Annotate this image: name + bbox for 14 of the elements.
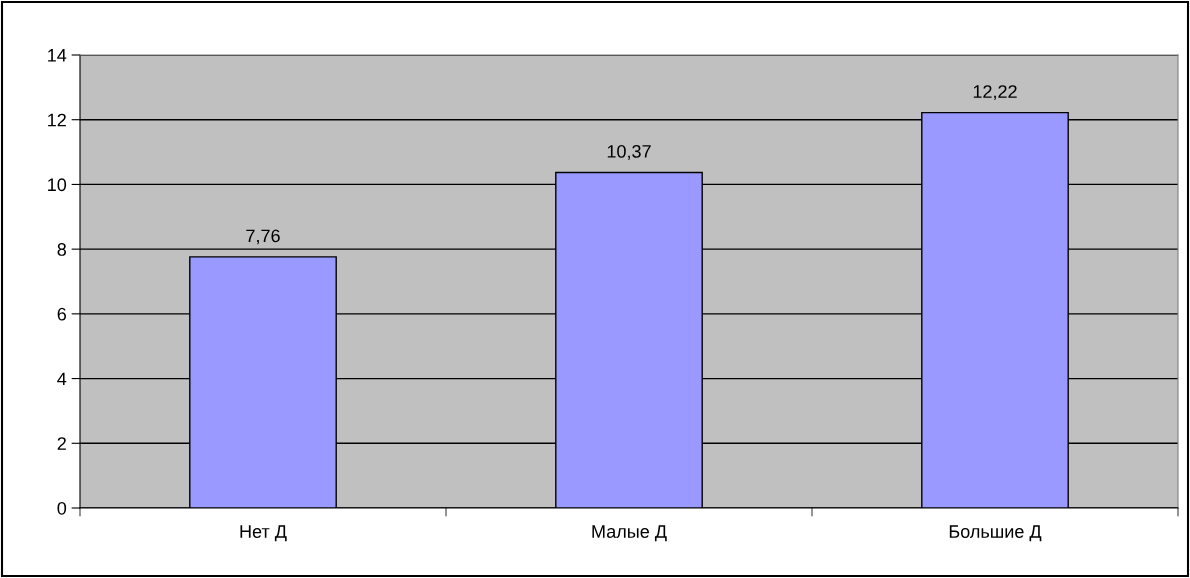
x-tick-label: Нет Д <box>240 525 287 542</box>
x-tick-label: Малые Д <box>592 525 667 542</box>
y-tick-label: 10 <box>48 178 67 192</box>
y-tick-label: 8 <box>57 243 67 256</box>
x-tick-label: Большие Д <box>949 525 1042 542</box>
y-tick-label: 6 <box>57 307 67 321</box>
data-label: 10,37 <box>607 144 651 160</box>
y-tick-label: 2 <box>57 437 66 450</box>
y-tick-label: 12 <box>48 113 66 127</box>
data-label: 12,22 <box>973 85 1017 101</box>
y-tick-label: 14 <box>48 49 67 62</box>
y-tick-label: 4 <box>57 372 67 386</box>
y-tick-label: 0 <box>57 501 67 515</box>
data-label: 7,76 <box>246 229 280 245</box>
